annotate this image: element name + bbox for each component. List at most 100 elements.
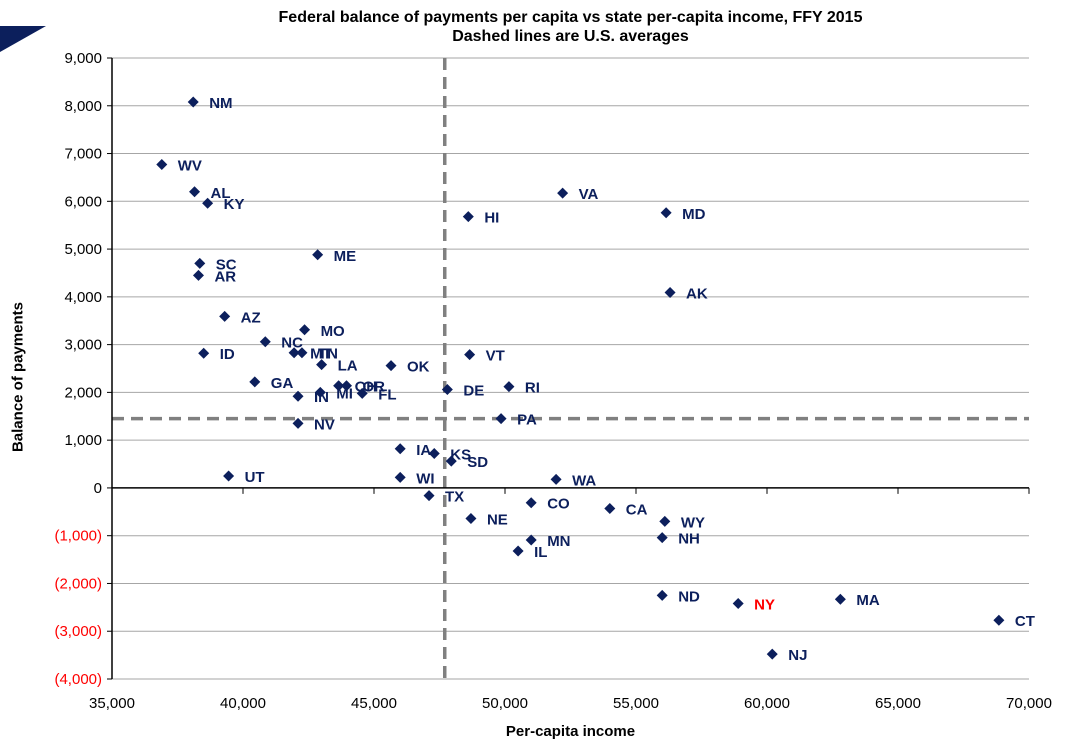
point-label-nj: NJ xyxy=(788,647,807,664)
point-label-md: MD xyxy=(682,206,705,223)
x-tick-label: 60,000 xyxy=(744,695,790,712)
point-marker-fl xyxy=(356,387,368,399)
point-marker-hi xyxy=(462,211,474,223)
point-label-ok: OK xyxy=(407,359,430,376)
point-label-co: CO xyxy=(547,496,570,513)
point-marker-or xyxy=(340,380,352,392)
point-label-ar: AR xyxy=(214,268,236,285)
x-tick-label: 45,000 xyxy=(351,695,397,712)
point-label-mt: MT xyxy=(310,346,332,363)
x-tick-label: 40,000 xyxy=(220,695,266,712)
point-marker-ca xyxy=(604,502,616,514)
point-marker-wv xyxy=(156,159,168,171)
point-label-wy: WY xyxy=(681,514,705,531)
point-label-az: AZ xyxy=(241,309,261,326)
point-marker-ct xyxy=(993,614,1005,626)
y-tick-label: 6,000 xyxy=(64,193,102,210)
point-marker-mn xyxy=(525,534,537,546)
y-tick-label: 4,000 xyxy=(64,289,102,306)
point-marker-nm xyxy=(187,96,199,108)
point-label-ny: NY xyxy=(754,597,775,614)
point-label-hi: HI xyxy=(484,210,499,227)
point-marker-pa xyxy=(495,413,507,425)
point-marker-oh xyxy=(333,380,345,392)
y-tick-label: 2,000 xyxy=(64,384,102,401)
point-label-sc: SC xyxy=(216,256,237,273)
point-label-la: LA xyxy=(338,358,358,375)
point-label-mi: MI xyxy=(336,385,353,402)
y-tick-label: 7,000 xyxy=(64,146,102,163)
point-marker-mt xyxy=(288,347,300,359)
point-marker-wa xyxy=(550,473,562,485)
point-label-in: IN xyxy=(314,389,329,406)
point-marker-in xyxy=(292,390,304,402)
point-marker-nj xyxy=(766,648,778,660)
point-label-fl: FL xyxy=(378,386,396,403)
point-label-or: OR xyxy=(362,379,385,396)
point-marker-mi xyxy=(314,386,326,398)
point-label-ks: KS xyxy=(450,447,471,464)
axes xyxy=(107,57,1030,680)
average-lines xyxy=(112,58,1029,679)
x-axis-label: Per-capita income xyxy=(505,723,636,740)
point-label-ia: IA xyxy=(416,442,431,459)
y-axis-label: Balance of payments xyxy=(9,301,27,453)
chart-title: Federal balance of payments per capita v… xyxy=(278,9,863,26)
point-marker-ga xyxy=(249,376,261,388)
point-marker-nh xyxy=(656,532,668,544)
x-tick-label: 50,000 xyxy=(482,695,528,712)
y-tick-label: (3,000) xyxy=(54,623,102,640)
point-label-ri: RI xyxy=(525,380,540,397)
point-label-id: ID xyxy=(220,346,235,363)
point-marker-ky xyxy=(202,197,214,209)
point-marker-va xyxy=(557,187,569,199)
point-label-vt: VT xyxy=(486,348,505,365)
point-marker-ny xyxy=(732,598,744,610)
y-tick-label: 9,000 xyxy=(64,50,102,67)
point-marker-ma xyxy=(834,593,846,605)
point-marker-ia xyxy=(394,443,406,455)
point-marker-tx xyxy=(423,490,435,502)
point-marker-wi xyxy=(394,471,406,483)
point-label-al: AL xyxy=(211,185,231,202)
point-marker-ok xyxy=(385,360,397,372)
point-marker-nd xyxy=(656,589,668,601)
point-label-ne: NE xyxy=(487,511,508,528)
y-tick-label: (1,000) xyxy=(54,528,102,545)
x-tick-label: 55,000 xyxy=(613,695,659,712)
point-marker-ne xyxy=(465,512,477,524)
gridlines xyxy=(112,57,1029,680)
point-label-va: VA xyxy=(579,186,599,203)
point-marker-nc xyxy=(259,336,271,348)
point-marker-de xyxy=(441,384,453,396)
tick-labels: 9,000 8,000 7,000 6,000 5,000 4,000 3,000 2,000… xyxy=(54,50,1051,712)
point-label-il: IL xyxy=(534,544,547,561)
point-marker-md xyxy=(660,207,672,219)
y-tick-label: (2,000) xyxy=(54,575,102,592)
point-label-ky: KY xyxy=(224,196,245,213)
point-marker-ks xyxy=(428,448,440,460)
point-label-nd: ND xyxy=(678,588,700,605)
point-label-nm: NM xyxy=(209,95,232,112)
point-marker-ar xyxy=(192,269,204,281)
point-label-nc: NC xyxy=(281,335,303,352)
point-marker-tn xyxy=(296,347,308,359)
point-label-wa: WA xyxy=(572,472,596,489)
point-marker-mo xyxy=(299,324,311,336)
point-label-tx: TX xyxy=(445,489,464,506)
point-label-mo: MO xyxy=(321,323,345,340)
point-marker-la xyxy=(316,359,328,371)
point-label-wi: WI xyxy=(416,470,434,487)
point-marker-sc xyxy=(194,257,206,269)
point-label-tn: TN xyxy=(318,346,338,363)
y-tick-label: 3,000 xyxy=(64,337,102,354)
point-marker-id xyxy=(198,347,210,359)
point-label-nh: NH xyxy=(678,531,700,548)
corner-mask xyxy=(0,0,46,26)
y-tick-label: (4,000) xyxy=(54,671,102,688)
x-tick-label: 70,000 xyxy=(1006,695,1052,712)
point-label-ut: UT xyxy=(245,469,265,486)
point-marker-ri xyxy=(503,381,515,393)
